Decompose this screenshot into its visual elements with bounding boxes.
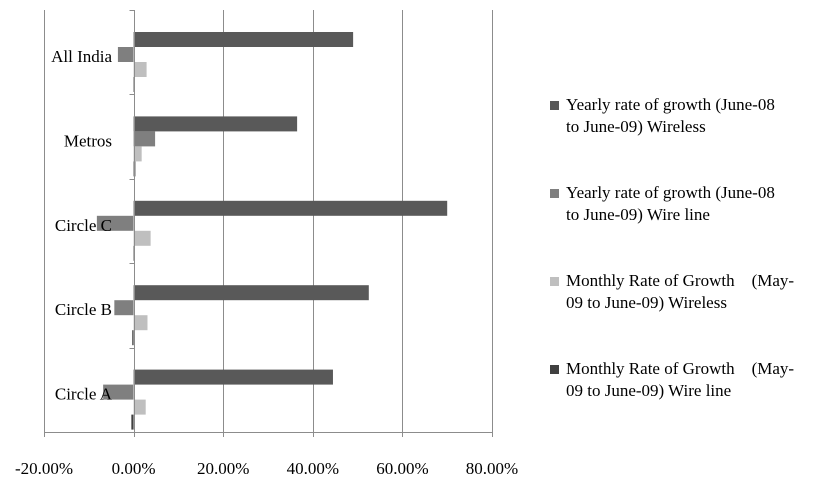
legend-item: Yearly rate of growth (June-08 to June-0… [550,94,839,182]
bar-0-1 [117,47,134,62]
legend-label: Yearly rate of growth (June-08 to June-0… [566,183,775,224]
category-label: All India [51,47,112,66]
bars [96,32,448,430]
legend-swatch [550,101,559,110]
bar-2-2 [133,230,151,246]
legend-item: Monthly Rate of Growth (May- 09 to June-… [550,270,839,358]
bar-1-0 [133,116,298,132]
bar-3-1 [114,300,134,316]
bar-3-0 [133,285,369,301]
x-tick-label: -20.00% [15,459,73,478]
x-tick-label: 20.00% [197,459,249,478]
bar-2-0 [133,200,448,216]
bar-4-0 [133,369,333,385]
bar-3-3 [132,330,134,346]
legend-item: Yearly rate of growth (June-08 to June-0… [550,182,839,270]
category-label: Circle B [55,300,112,319]
category-label: Metros [64,131,112,150]
bar-0-0 [133,32,354,47]
category-label: Circle C [55,216,112,235]
legend-label: Monthly Rate of Growth (May- 09 to June-… [566,359,795,400]
bar-4-3 [131,414,134,430]
x-tick-label: 40.00% [287,459,339,478]
legend-swatch [550,189,559,198]
bar-4-2 [133,399,146,415]
axes [44,10,493,437]
bar-1-2 [133,146,142,162]
bar-1-1 [133,131,156,147]
x-tick-label: 60.00% [376,459,428,478]
category-label: Circle A [55,385,113,404]
legend: Yearly rate of growth (June-08 to June-0… [550,94,839,446]
legend-label: Monthly Rate of Growth (May- 09 to June-… [566,271,795,312]
legend-swatch [550,277,559,286]
bar-2-1 [96,215,134,231]
bar-3-2 [133,315,148,331]
legend-item: Monthly Rate of Growth (May- 09 to June-… [550,358,839,446]
bar-4-1 [103,384,134,400]
bar-0-2 [133,62,147,77]
legend-swatch [550,365,559,374]
x-tick-label: 80.00% [466,459,518,478]
legend-label: Yearly rate of growth (June-08 to June-0… [566,95,775,136]
x-tick-label: 0.00% [112,459,156,478]
labels: -20.00% 0.00% 20.00% 40.00% 60.00% 80.00% All … [15,47,518,478]
